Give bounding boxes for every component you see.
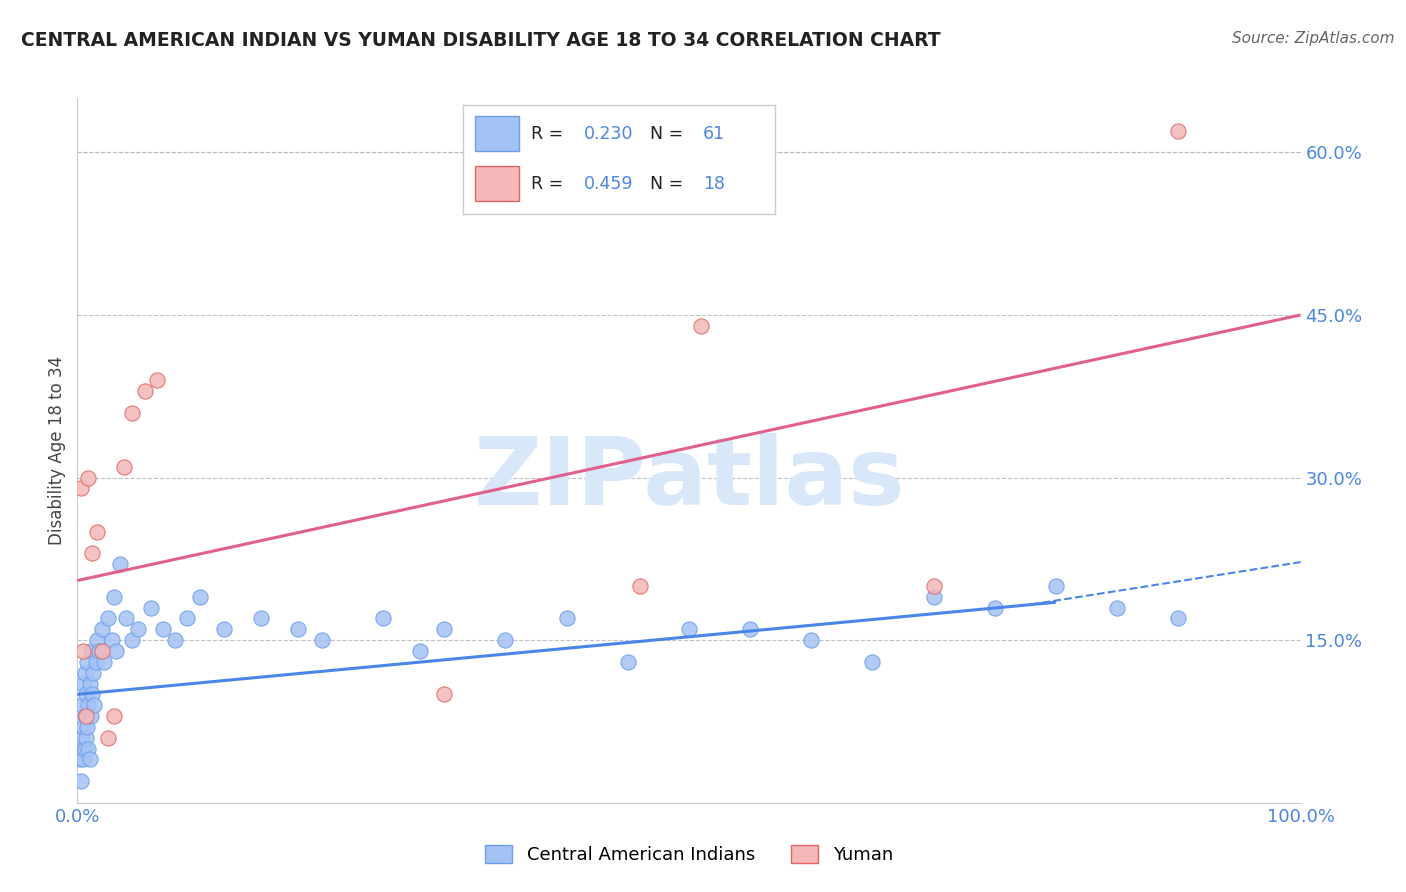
Y-axis label: Disability Age 18 to 34: Disability Age 18 to 34 bbox=[48, 356, 66, 545]
Point bbox=[100, 633, 122, 648]
Point bbox=[212, 623, 235, 637]
Point bbox=[97, 731, 120, 745]
Point bbox=[146, 373, 169, 387]
Point bbox=[72, 752, 94, 766]
Point bbox=[73, 665, 96, 680]
Point bbox=[311, 633, 333, 648]
Point bbox=[72, 676, 94, 690]
Text: ZIPatlas: ZIPatlas bbox=[474, 433, 904, 524]
Point bbox=[1167, 611, 1189, 625]
Point bbox=[127, 623, 149, 637]
Point bbox=[73, 741, 96, 756]
Point bbox=[70, 731, 93, 745]
Point bbox=[76, 655, 98, 669]
Point bbox=[188, 590, 211, 604]
Point bbox=[77, 470, 100, 484]
Point bbox=[628, 579, 651, 593]
Point bbox=[72, 644, 94, 658]
Point bbox=[121, 633, 143, 648]
Point bbox=[1167, 123, 1189, 137]
Point bbox=[83, 698, 105, 713]
Point bbox=[89, 644, 111, 658]
Point bbox=[800, 633, 823, 648]
Point bbox=[1107, 600, 1129, 615]
Point bbox=[103, 590, 125, 604]
Point bbox=[80, 546, 103, 560]
Point bbox=[90, 623, 112, 637]
Point bbox=[69, 752, 91, 766]
Point bbox=[555, 611, 578, 625]
Text: CENTRAL AMERICAN INDIAN VS YUMAN DISABILITY AGE 18 TO 34 CORRELATION CHART: CENTRAL AMERICAN INDIAN VS YUMAN DISABIL… bbox=[21, 31, 941, 50]
Point bbox=[152, 623, 174, 637]
Point bbox=[75, 687, 97, 701]
Point bbox=[678, 623, 700, 637]
Point bbox=[82, 665, 104, 680]
Point bbox=[112, 459, 135, 474]
Point bbox=[984, 600, 1007, 615]
Point bbox=[70, 774, 93, 789]
Point bbox=[134, 384, 156, 398]
Point bbox=[90, 644, 112, 658]
Point bbox=[103, 709, 125, 723]
Point bbox=[250, 611, 273, 625]
Point bbox=[93, 655, 115, 669]
Point bbox=[76, 720, 98, 734]
Point bbox=[495, 633, 517, 648]
Point bbox=[617, 655, 640, 669]
Point bbox=[176, 611, 198, 625]
Point bbox=[80, 709, 103, 723]
Point bbox=[922, 579, 945, 593]
Point bbox=[97, 611, 120, 625]
Point bbox=[115, 611, 138, 625]
Point bbox=[79, 752, 101, 766]
Point bbox=[139, 600, 162, 615]
Point bbox=[690, 318, 713, 333]
Point bbox=[105, 644, 128, 658]
Point bbox=[922, 590, 945, 604]
Point bbox=[371, 611, 394, 625]
Point bbox=[75, 709, 97, 723]
Point bbox=[1045, 579, 1067, 593]
Point bbox=[70, 482, 93, 496]
Text: Source: ZipAtlas.com: Source: ZipAtlas.com bbox=[1232, 31, 1395, 46]
Point bbox=[287, 623, 309, 637]
Point bbox=[409, 644, 432, 658]
Point bbox=[80, 687, 103, 701]
Point bbox=[77, 698, 100, 713]
Point bbox=[73, 709, 96, 723]
Point bbox=[740, 623, 762, 637]
Point bbox=[70, 741, 93, 756]
Point bbox=[79, 676, 101, 690]
Point bbox=[121, 405, 143, 419]
Point bbox=[72, 720, 94, 734]
Point bbox=[433, 687, 456, 701]
Point bbox=[84, 655, 107, 669]
Point bbox=[433, 623, 456, 637]
Point bbox=[108, 558, 131, 572]
Point bbox=[80, 644, 103, 658]
Point bbox=[86, 524, 108, 539]
Point bbox=[75, 731, 97, 745]
Legend: Central American Indians, Yuman: Central American Indians, Yuman bbox=[478, 838, 900, 871]
Point bbox=[862, 655, 884, 669]
Point bbox=[77, 741, 100, 756]
Point bbox=[70, 698, 93, 713]
Point bbox=[86, 633, 108, 648]
Point bbox=[165, 633, 187, 648]
